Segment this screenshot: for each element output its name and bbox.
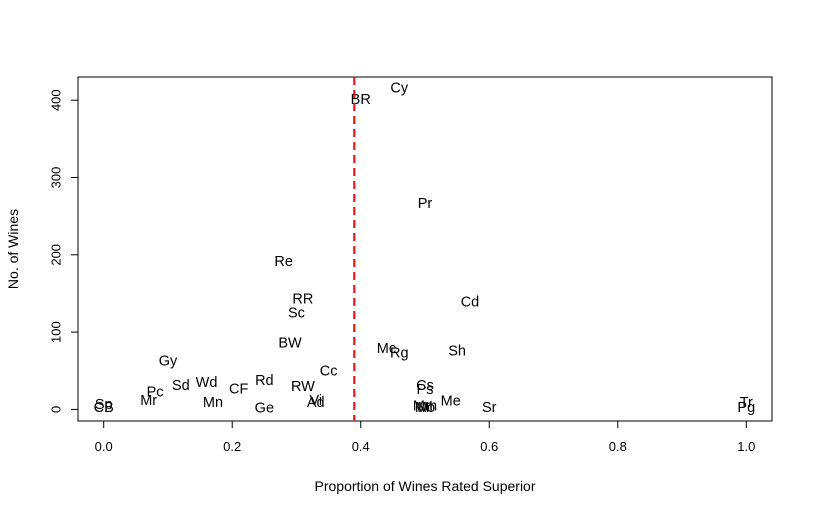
point-label: Mc bbox=[377, 341, 396, 357]
point-label: Pr bbox=[418, 196, 433, 212]
point-label: Pc bbox=[147, 384, 164, 400]
point-label: BW bbox=[278, 336, 302, 352]
point-label: Cs bbox=[416, 378, 434, 394]
point-label: CB bbox=[94, 400, 114, 416]
x-tick-label: 0.4 bbox=[352, 439, 370, 454]
point-label: Cd bbox=[461, 295, 480, 311]
point-label: Rg bbox=[390, 346, 409, 362]
point-label: Re bbox=[274, 254, 293, 270]
point-label: Sc bbox=[288, 306, 305, 322]
point-label: Mo bbox=[415, 400, 435, 416]
plot-frame bbox=[77, 76, 773, 422]
point-label: BR bbox=[351, 92, 371, 108]
point-label: Mn bbox=[203, 395, 223, 411]
point-label: Cc bbox=[320, 364, 338, 380]
point-label: CF bbox=[229, 381, 248, 397]
point-label: Sh bbox=[448, 343, 466, 359]
x-tick-label: 0.6 bbox=[480, 439, 498, 454]
point-label: Mr bbox=[140, 393, 157, 409]
y-tick-label: 300 bbox=[49, 167, 64, 189]
x-tick-label: 0.8 bbox=[609, 439, 627, 454]
point-label: Sp bbox=[95, 397, 113, 413]
point-label: Sd bbox=[172, 378, 190, 394]
x-tick-label: 1.0 bbox=[737, 439, 755, 454]
x-tick-label: 0.0 bbox=[95, 439, 113, 454]
y-tick-label: 100 bbox=[49, 321, 64, 343]
point-label: RW bbox=[291, 379, 315, 395]
x-axis: 0.0 0.2 0.4 0.6 0.8 1.0 bbox=[95, 420, 755, 454]
point-label: Mm bbox=[413, 398, 437, 414]
point-label: RR bbox=[292, 292, 313, 308]
point-label: Wd bbox=[196, 375, 218, 391]
point-label: Ml bbox=[417, 400, 432, 416]
point-label: Ad bbox=[307, 395, 325, 411]
x-tick-label: 0.2 bbox=[223, 439, 241, 454]
point-label: Vi bbox=[309, 393, 322, 409]
y-axis-title: No. of Wines bbox=[5, 209, 21, 289]
point-label: Rd bbox=[255, 373, 274, 389]
point-label: Gy bbox=[159, 353, 178, 369]
point-label: Sr bbox=[482, 400, 497, 416]
point-label: Me bbox=[441, 394, 461, 410]
y-tick-label: 200 bbox=[49, 244, 64, 266]
y-tick-label: 0 bbox=[49, 406, 64, 413]
y-axis: 0 100 200 300 400 bbox=[49, 89, 79, 413]
point-label: Ps bbox=[417, 382, 434, 398]
y-tick-label: 400 bbox=[49, 89, 64, 111]
point-label: Pg bbox=[737, 400, 755, 416]
point-label: Cy bbox=[390, 81, 408, 97]
point-label: Ge bbox=[255, 401, 274, 417]
x-axis-title: Proportion of Wines Rated Superior bbox=[315, 478, 536, 494]
point-label: Tr bbox=[740, 395, 753, 411]
